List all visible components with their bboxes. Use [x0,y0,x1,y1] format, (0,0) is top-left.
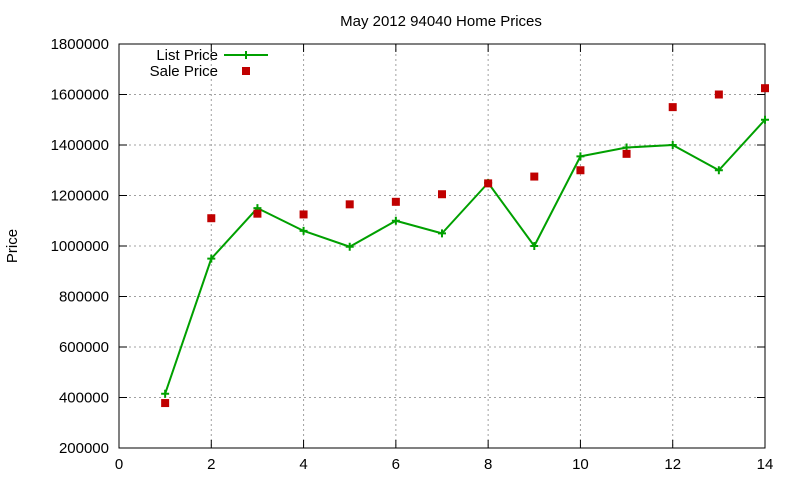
list-price-point [714,166,723,175]
legend-label-sale-price: Sale Price [150,63,218,80]
sale-price-point [761,84,769,93]
sale-price-point [299,210,308,219]
sale-price-point [622,149,631,158]
y-tick-label: 800000 [59,289,109,306]
legend: List Price Sale Price [150,47,268,80]
list-price-point [530,242,539,250]
series-layer [161,84,769,408]
x-tick-label: 0 [115,456,123,473]
x-tick-label: 10 [572,456,589,473]
list-price-point [345,242,354,251]
sale-price-point [345,200,354,209]
sale-price-point [668,103,677,112]
list-price-point [668,141,677,149]
sale-price-point [253,209,262,218]
x-tick-label: 2 [207,456,215,473]
list-price-point [299,226,308,235]
y-tick-label: 600000 [59,339,109,356]
y-tick-label: 1400000 [51,137,109,154]
sale-price-point [438,190,446,199]
sale-price-point [484,179,493,188]
y-axis-ticks: 200000 400000 600000 800000 1000000 1200000 14… [51,36,765,457]
list-price-point [761,115,769,124]
grid-lines [119,44,765,448]
sale-price-point [714,90,723,99]
sale-price-point [530,172,539,181]
list-price-point [207,254,216,263]
sale-price-point [576,166,585,175]
y-tick-label: 200000 [59,440,109,457]
list-price-point [576,152,585,161]
x-axis-ticks: 0 2 4 6 8 10 12 14 [115,44,774,473]
series-line-list-price [164,119,766,395]
x-tick-label: 4 [299,456,307,473]
legend-label-list-price: List Price [156,47,218,64]
chart-title: May 2012 94040 Home Prices [340,13,542,30]
list-price-point [391,216,400,225]
x-tick-label: 8 [484,456,492,473]
list-price-point [161,389,170,398]
legend-marker-sale-price [242,67,250,75]
y-tick-label: 1800000 [51,36,109,53]
x-tick-label: 12 [664,456,681,473]
sale-price-point [161,399,170,408]
y-axis-label: Price [4,229,21,263]
y-tick-label: 1200000 [51,188,109,205]
y-tick-label: 1000000 [51,238,109,255]
sale-price-point [391,197,400,206]
x-tick-label: 14 [757,456,774,473]
x-tick-label: 6 [392,456,400,473]
sale-price-point [207,214,216,223]
list-price-point [438,229,446,238]
y-tick-label: 1600000 [51,87,109,104]
y-tick-label: 400000 [59,390,109,407]
legend-marker-list-price [242,51,250,59]
